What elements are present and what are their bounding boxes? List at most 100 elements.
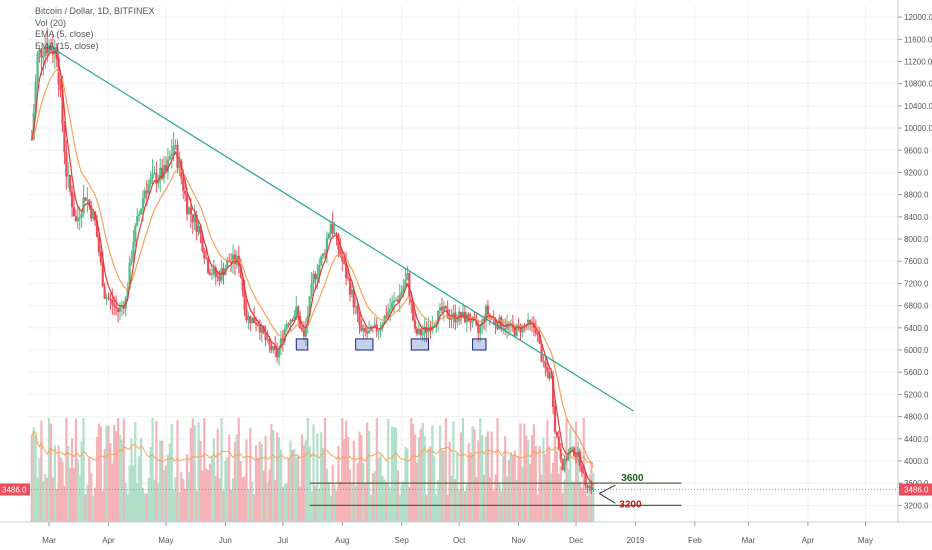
volume-bar xyxy=(97,423,101,522)
support-box xyxy=(472,338,487,351)
candle-body xyxy=(63,124,66,153)
candle-body xyxy=(182,177,185,191)
volume-bar xyxy=(74,418,78,522)
volume-bar xyxy=(308,446,311,522)
volume-bar xyxy=(440,449,444,522)
candle-body xyxy=(212,267,215,274)
candle-body xyxy=(65,152,68,177)
volume-bar xyxy=(34,435,37,522)
candle-body xyxy=(231,254,235,263)
volume-bar xyxy=(431,425,434,522)
volume-bar xyxy=(427,448,430,522)
candle-body xyxy=(287,324,290,326)
candle-body xyxy=(427,327,430,333)
volume-bar xyxy=(86,484,89,522)
volume-bar xyxy=(352,440,355,522)
candle-body xyxy=(398,294,401,302)
candle-body xyxy=(551,375,555,407)
y-tick-label: 4000.0 xyxy=(904,457,929,466)
candle-body xyxy=(588,485,591,488)
candle-body xyxy=(155,172,158,184)
candle-body xyxy=(218,276,221,281)
candle-body xyxy=(205,257,208,259)
last-price-tag-right xyxy=(899,483,932,496)
candle-body xyxy=(285,324,288,330)
volume-bar xyxy=(63,485,66,522)
candle-body xyxy=(147,184,150,194)
volume-bar xyxy=(55,488,58,522)
volume-bar xyxy=(262,470,265,522)
volume-bar xyxy=(124,482,127,522)
candle-body xyxy=(247,315,250,321)
volume-bar xyxy=(118,434,122,522)
volume-bar xyxy=(385,482,388,522)
candle-body xyxy=(299,316,302,329)
volume-bar xyxy=(216,428,219,522)
volume-bar xyxy=(379,453,382,522)
volume-bar xyxy=(320,432,323,522)
volume-bar xyxy=(354,485,357,522)
candle-body xyxy=(139,208,143,215)
volume-bar xyxy=(231,478,235,522)
y-tick-label: 3200.0 xyxy=(904,501,929,510)
volume-bar xyxy=(222,490,225,522)
volume-bar xyxy=(111,463,114,522)
candle-body xyxy=(109,298,112,300)
volume-bar xyxy=(187,472,191,522)
support-box xyxy=(355,338,374,351)
candle-body xyxy=(346,277,350,279)
volume-bar xyxy=(297,454,300,522)
volume-bar xyxy=(504,436,507,522)
candle-body xyxy=(394,299,398,301)
candle-body xyxy=(444,305,447,309)
candle-body xyxy=(383,316,386,325)
volume-bar xyxy=(417,437,421,522)
y-tick-label: 4800.0 xyxy=(904,413,929,422)
candle-body xyxy=(333,232,336,234)
candle-body xyxy=(197,225,200,232)
volume-bar xyxy=(366,422,369,522)
volume-bar xyxy=(251,481,254,522)
volume-bar xyxy=(557,474,560,522)
volume-bar xyxy=(310,491,313,522)
volume-bar xyxy=(392,427,396,522)
x-tick-label: May xyxy=(158,536,173,545)
volume-bar xyxy=(410,418,413,522)
candle-body xyxy=(396,299,399,302)
candle-body xyxy=(185,194,189,215)
candle-body xyxy=(582,472,585,474)
volume-bar xyxy=(402,481,405,522)
volume-bar xyxy=(373,471,376,522)
candle-body xyxy=(402,286,405,292)
volume-bar xyxy=(588,474,591,522)
candle-body xyxy=(93,212,97,221)
candle-body xyxy=(92,212,95,219)
volume-bar xyxy=(151,418,154,522)
candle-body xyxy=(270,344,273,351)
candle-body xyxy=(189,207,192,215)
last-price-label-right: 3486.0 xyxy=(904,485,929,494)
candle-body xyxy=(450,318,453,320)
candle-body xyxy=(279,338,283,349)
legend-volume: Vol (20) xyxy=(35,17,67,28)
y-tick-label: 5600.0 xyxy=(904,368,929,377)
candle-body xyxy=(527,319,530,326)
volume-bar xyxy=(486,431,490,522)
x-tick-label: Aug xyxy=(335,536,349,545)
candle-body xyxy=(61,89,64,125)
volume-bar xyxy=(295,456,298,522)
volume-bar xyxy=(214,476,217,522)
candle-body xyxy=(67,174,70,177)
volume-bar xyxy=(155,420,158,522)
candle-body xyxy=(377,330,380,332)
candle-body xyxy=(208,272,212,275)
volume-bar xyxy=(128,465,131,522)
volume-bar xyxy=(567,468,570,522)
candle-body xyxy=(245,309,248,321)
candle-body xyxy=(469,321,472,323)
volume-bar xyxy=(479,418,482,522)
volume-bar xyxy=(258,441,261,522)
indicator-lines xyxy=(31,50,594,486)
volume-bar xyxy=(559,465,562,522)
